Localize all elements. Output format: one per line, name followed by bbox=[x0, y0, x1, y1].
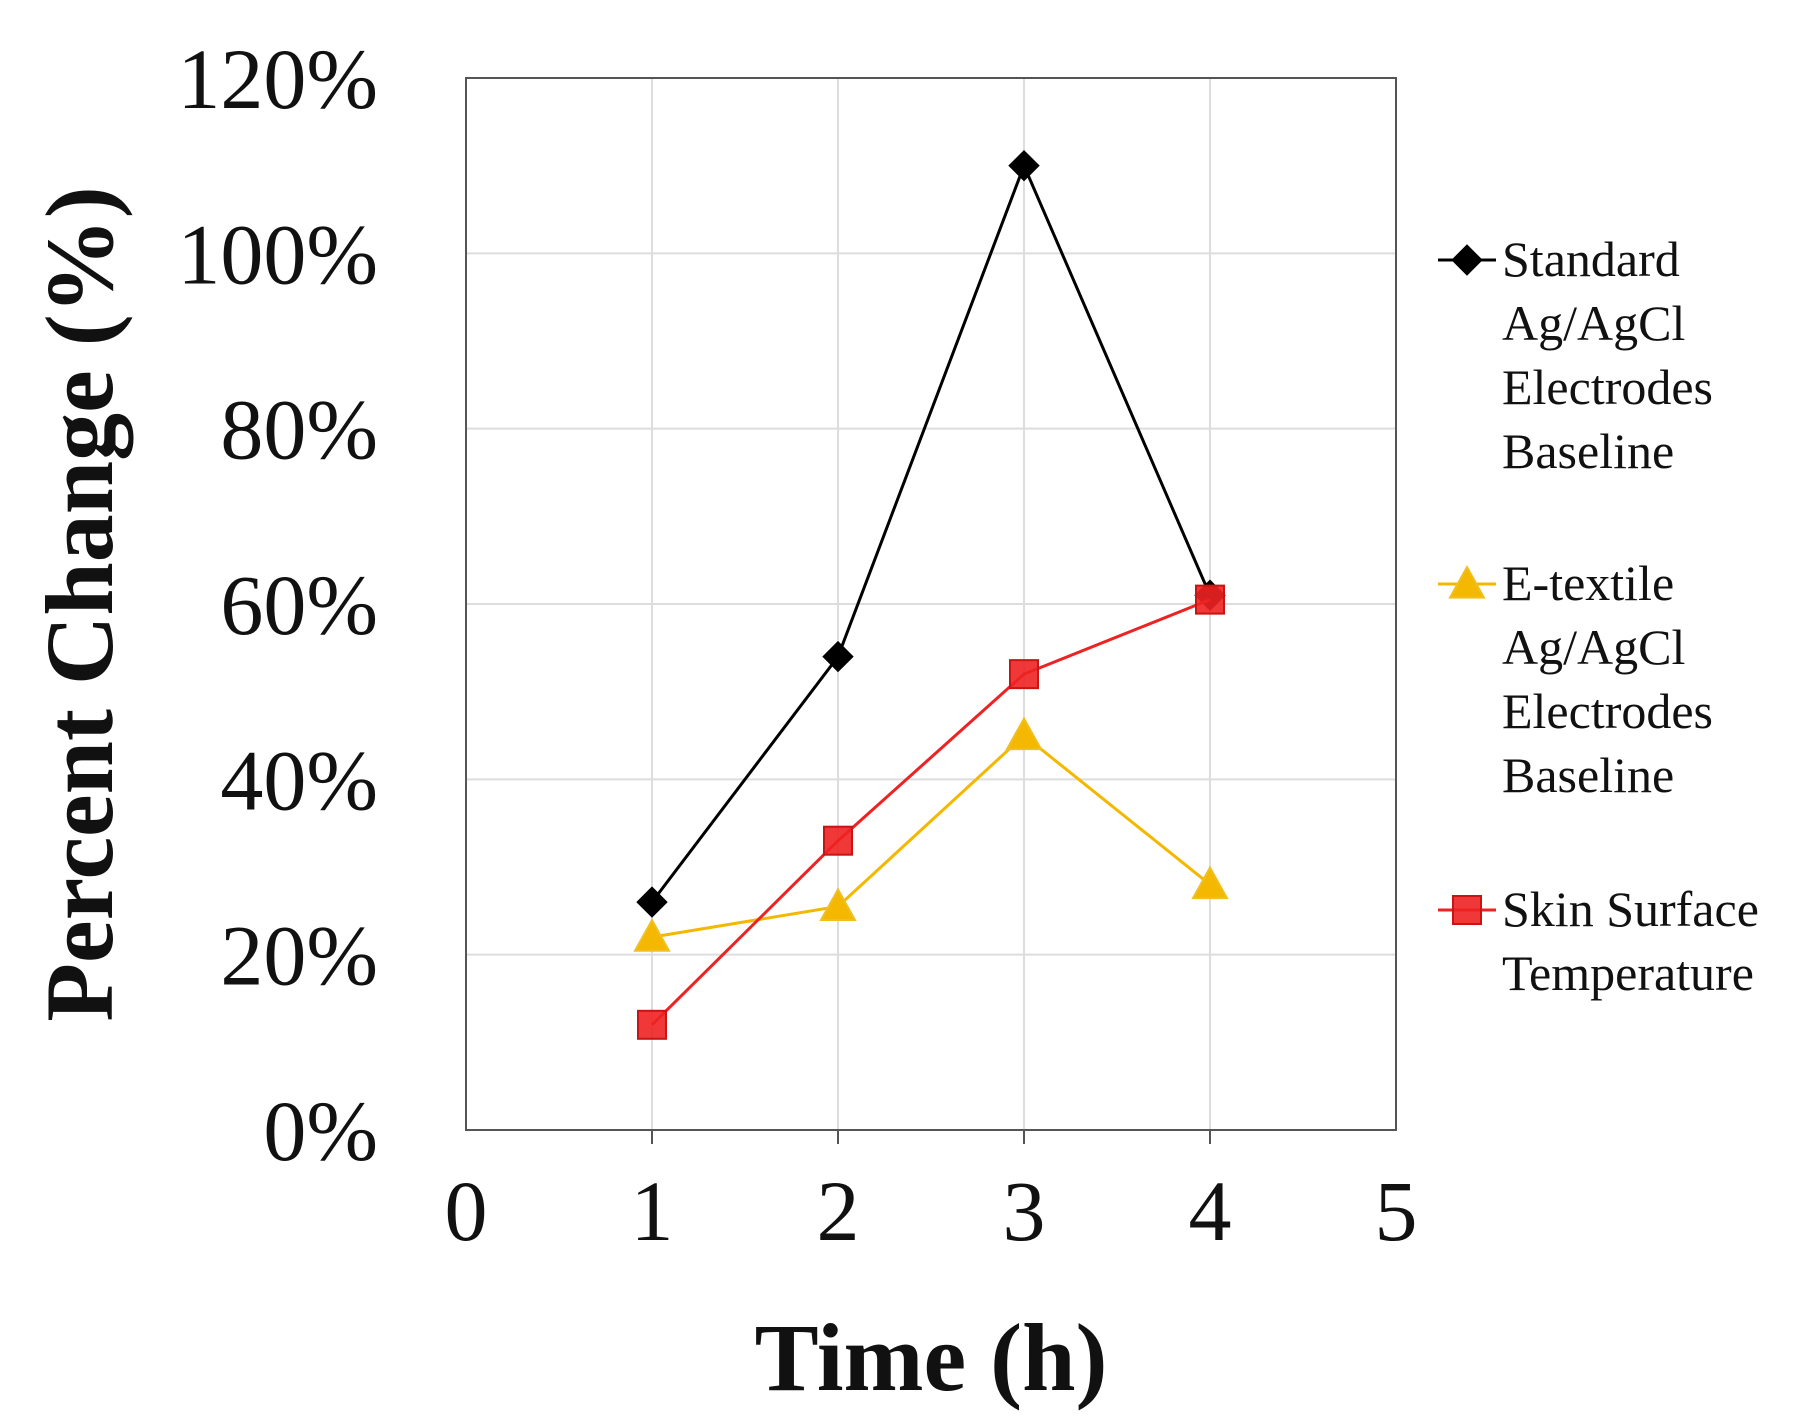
series-line bbox=[650, 161, 1212, 903]
data-point-square bbox=[1195, 584, 1225, 615]
y-tick-label: 40% bbox=[220, 732, 378, 828]
legend-marker-diamond bbox=[1451, 244, 1483, 276]
x-axis-ticks: 0 1 2 3 4 5 bbox=[445, 1163, 1418, 1259]
legend-label: Temperature bbox=[1502, 945, 1754, 1001]
y-tick-label: 120% bbox=[177, 31, 378, 127]
legend-entry-3: Skin Surface Temperature bbox=[1438, 881, 1759, 1001]
y-tick-label: 0% bbox=[263, 1083, 378, 1179]
grid bbox=[466, 78, 1396, 1144]
legend-label: Electrodes bbox=[1502, 359, 1713, 415]
legend-label: Baseline bbox=[1502, 423, 1674, 479]
legend-marker-square bbox=[1452, 895, 1482, 925]
legend-marker-triangle bbox=[1448, 564, 1486, 599]
legend-label: Baseline bbox=[1502, 747, 1674, 803]
y-axis-ticks: 0% 20% 40% 60% 80% 100% 120% bbox=[177, 31, 378, 1179]
legend-entry-2: E-textile Ag/AgCl Electrodes Baseline bbox=[1438, 555, 1713, 803]
legend-label: Standard bbox=[1502, 231, 1680, 287]
data-point-square bbox=[1009, 659, 1039, 690]
series-1 bbox=[636, 149, 1226, 918]
legend-label: Ag/AgCl bbox=[1502, 295, 1685, 351]
legend-label: Skin Surface bbox=[1502, 881, 1759, 937]
series-layer bbox=[633, 149, 1229, 1040]
series-2 bbox=[633, 716, 1229, 952]
x-axis-title: Time (h) bbox=[755, 1304, 1108, 1411]
data-point-square bbox=[637, 1009, 667, 1040]
legend-label: Ag/AgCl bbox=[1502, 619, 1685, 675]
series-line bbox=[650, 598, 1211, 1026]
x-tick-label: 2 bbox=[817, 1163, 860, 1259]
x-tick-label: 3 bbox=[1003, 1163, 1046, 1259]
data-point-triangle bbox=[633, 918, 671, 952]
legend-label: E-textile bbox=[1502, 555, 1674, 611]
x-tick-label: 5 bbox=[1375, 1163, 1418, 1259]
data-point-diamond bbox=[822, 640, 854, 673]
y-tick-label: 20% bbox=[220, 908, 378, 1004]
series-line bbox=[651, 733, 1211, 939]
legend: StandardAg/AgClElectrodesBaselineE-texti… bbox=[1438, 231, 1759, 1001]
data-point-square bbox=[823, 825, 853, 856]
data-point-triangle bbox=[1191, 865, 1229, 900]
y-tick-label: 100% bbox=[177, 206, 378, 302]
y-tick-label: 80% bbox=[220, 382, 378, 478]
x-tick-label: 0 bbox=[445, 1163, 488, 1259]
x-tick-label: 4 bbox=[1189, 1163, 1232, 1259]
legend-label: Electrodes bbox=[1502, 683, 1713, 739]
plot-frame bbox=[465, 77, 1397, 1131]
x-tick-label: 1 bbox=[631, 1163, 674, 1259]
data-point-triangle bbox=[1005, 716, 1043, 751]
y-tick-label: 60% bbox=[220, 557, 378, 653]
data-point-triangle bbox=[819, 887, 857, 922]
legend-entry-1: Standard Ag/AgCl Electrodes Baseline bbox=[1438, 231, 1713, 479]
y-axis-title: Percent Change (%) bbox=[26, 186, 133, 1021]
data-point-diamond bbox=[1008, 149, 1040, 182]
series-3 bbox=[637, 584, 1225, 1040]
data-point-diamond bbox=[636, 886, 668, 918]
